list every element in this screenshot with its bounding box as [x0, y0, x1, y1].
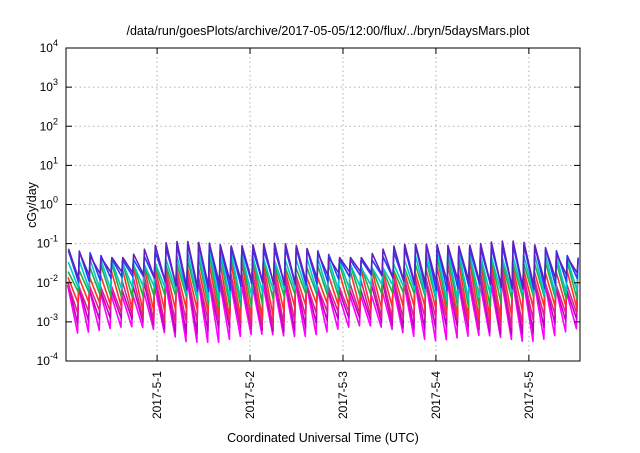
y-tick-label: 102	[40, 116, 58, 133]
y-tick-label: 10-2	[37, 273, 58, 290]
y-axis-title: cGy/day	[25, 181, 39, 228]
x-tick-label: 2017-5-5	[522, 371, 536, 419]
y-tick-label: 104	[40, 38, 58, 55]
y-tick-label: 101	[40, 155, 58, 172]
series-line	[67, 240, 579, 290]
chart-title: /data/run/goesPlots/archive/2017-05-05/1…	[126, 24, 530, 38]
y-tick-label: 100	[40, 195, 58, 212]
y-tick-label: 103	[40, 77, 58, 94]
series-layer	[66, 240, 579, 344]
x-tick-label: 2017-5-2	[243, 371, 257, 419]
tick-layer: 10-4 10-3 10-2 10-1 100 101 102 103 104 2017-5-1 2…	[37, 38, 580, 419]
y-tick-label: 10-3	[37, 312, 58, 329]
y-tick-label: 10-4	[37, 351, 58, 368]
y-tick-label: 10-1	[37, 234, 58, 251]
x-tick-label: 2017-5-4	[429, 371, 443, 419]
x-axis-title: Coordinated Universal Time (UTC)	[227, 431, 419, 445]
x-tick-label: 2017-5-1	[150, 371, 164, 419]
x-tick-label: 2017-5-3	[336, 371, 350, 419]
